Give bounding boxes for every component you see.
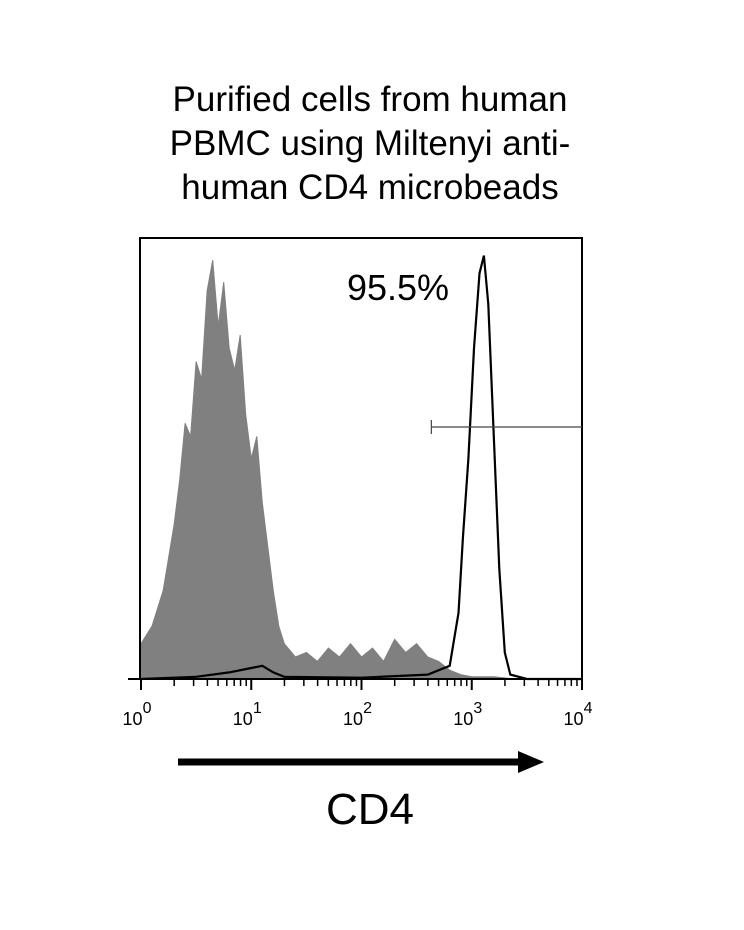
histogram-cd4-outline [140,255,582,681]
x-axis-label: CD4 [325,785,415,834]
tick-base: 10 [233,709,253,729]
x-tick-label: 101 [233,700,262,729]
histogram-control-filled [140,260,516,680]
gate-percent-label: 95.5% [347,267,449,308]
x-tick-label: 103 [453,700,482,729]
tick-base: 10 [453,709,473,729]
tick-exponent: 2 [363,700,372,717]
tick-base: 10 [343,709,363,729]
tick-base: 10 [564,709,584,729]
tick-exponent: 3 [473,700,482,717]
tick-exponent: 4 [584,700,593,717]
tick-exponent: 1 [253,700,262,717]
title-line: human CD4 microbeads [181,168,559,207]
tick-base: 10 [123,709,143,729]
x-axis-arrow-head [518,751,544,773]
x-tick-label: 102 [343,700,372,729]
x-tick-label: 104 [564,700,593,729]
chart-title: Purified cells from human PBMC using Mil… [70,78,670,210]
x-tick-label: 100 [123,700,152,729]
title-line: Purified cells from human [172,80,568,119]
tick-exponent: 0 [143,700,152,717]
title-line: PBMC using Miltenyi anti- [169,124,571,163]
